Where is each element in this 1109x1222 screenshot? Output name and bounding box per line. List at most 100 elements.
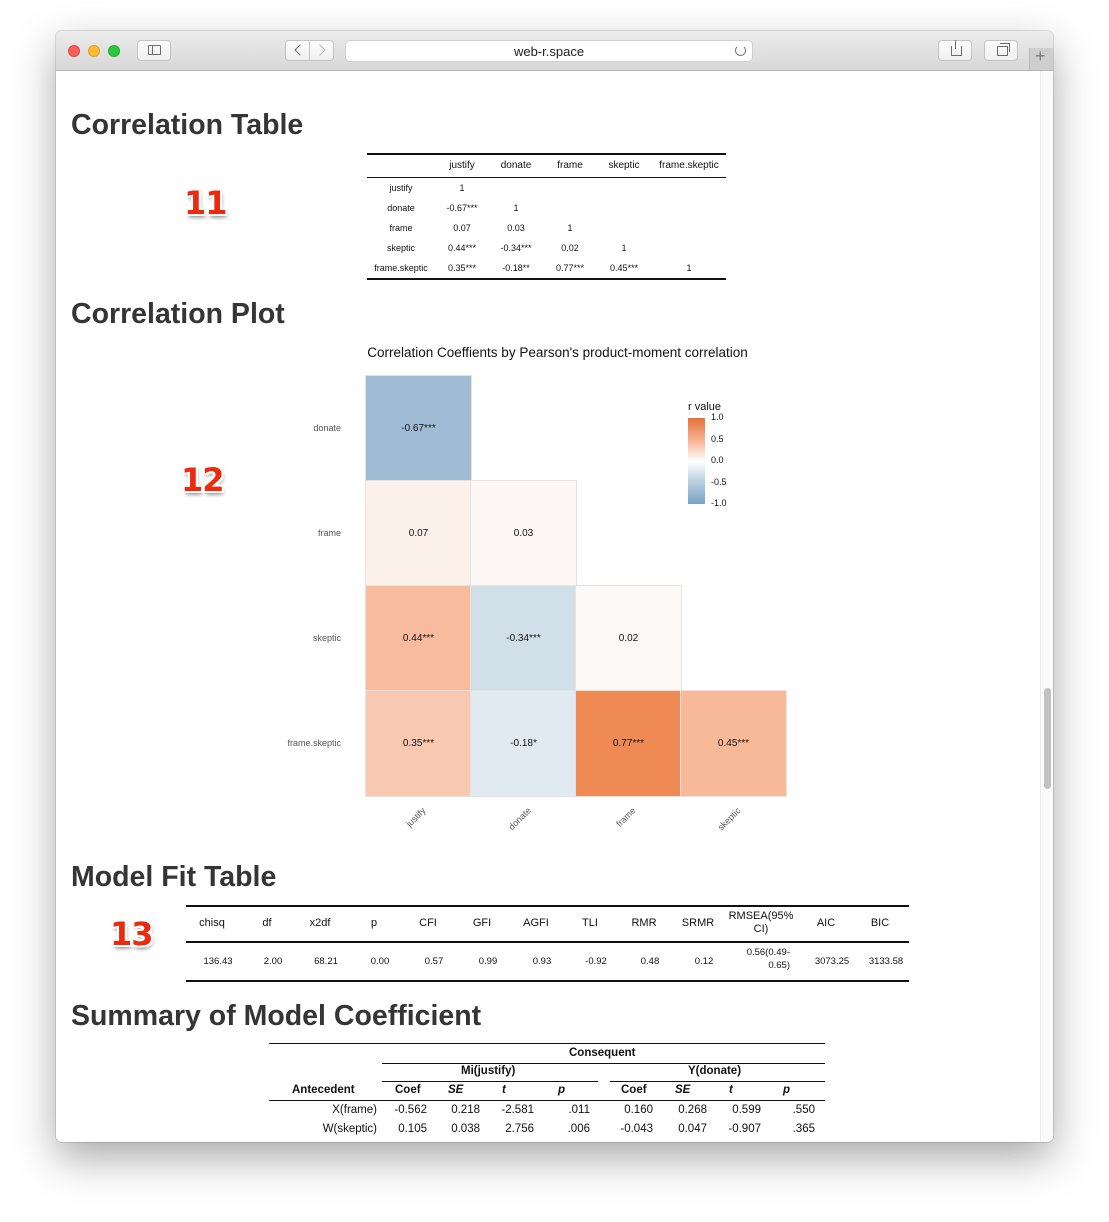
correlation-table: justify donate frame skeptic frame.skeptic ju… — [367, 153, 726, 280]
sidebar-toggle-button[interactable] — [137, 40, 171, 61]
summary-cell: 0.038 — [451, 1123, 480, 1135]
heatmap-cell: -0.18* — [470, 690, 577, 797]
correlation-table-header-cell: frame.skeptic — [659, 160, 719, 171]
correlation-table-cell: 0.35*** — [447, 263, 477, 273]
scrollbar-thumb[interactable] — [1044, 688, 1051, 789]
correlation-table-header-cell: justify — [449, 160, 475, 171]
address-bar[interactable]: web-r.space — [345, 40, 753, 62]
new-tab-button[interactable]: + — [1029, 46, 1053, 70]
correlation-table-row: frame 0.07 0.03 1 — [367, 218, 726, 238]
model-fit-header-cell: RMR — [631, 917, 657, 929]
summary-row-label: W(skeptic) — [322, 1123, 377, 1135]
heatmap-cell: 0.44*** — [365, 585, 472, 692]
model-fit-header-cell: SRMR — [681, 917, 715, 929]
group-header-y: Y(donate) — [688, 1065, 742, 1077]
model-fit-header-cell: x2df — [309, 917, 331, 929]
correlation-table-cell: frame — [389, 223, 413, 233]
correlation-table-header-cell: frame — [557, 160, 583, 171]
model-fit-cell: 0.48 — [640, 956, 660, 967]
summary-col-header: t — [502, 1084, 506, 1096]
model-fit-header-cell: RMSEA(95% CI) — [728, 910, 794, 935]
minimize-window-button[interactable] — [88, 45, 100, 57]
correlation-table-header-cell: skeptic — [608, 160, 640, 171]
show-tabs-button[interactable] — [984, 40, 1018, 61]
summary-col-header: SE — [675, 1084, 691, 1096]
vertical-scrollbar[interactable] — [1040, 71, 1053, 1142]
close-window-button[interactable] — [68, 45, 80, 57]
heatmap-cell: -0.34*** — [470, 585, 577, 692]
reload-icon[interactable] — [735, 45, 746, 56]
annotation-badge-11: 11 — [184, 184, 228, 222]
legend-title: r value — [688, 401, 722, 413]
summary-cell: .550 — [792, 1104, 815, 1116]
summary-cell: 0.599 — [732, 1104, 761, 1116]
correlation-table-header: justify donate frame skeptic frame.skeptic — [367, 155, 726, 178]
summary-cell: .006 — [567, 1123, 590, 1135]
model-fit-table: chisq df x2df p CFI GFI AGFI TLI RMR SRMR RMSEA(95… — [186, 905, 909, 982]
model-fit-cell: 136.43 — [203, 956, 233, 967]
coefficient-summary-table: Consequent Mi(justify) Y(donate) Antecedent… — [269, 1043, 825, 1135]
sidebar-icon — [148, 45, 161, 55]
plot-title: Correlation Coeffients by Pearson's prod… — [367, 345, 748, 360]
model-fit-header-cell: p — [370, 917, 378, 929]
summary-cell: 0.218 — [451, 1104, 480, 1116]
model-fit-header-cell: AIC — [816, 917, 836, 929]
summary-cell: .011 — [568, 1104, 590, 1116]
heatmap-cell: 0.02 — [575, 585, 682, 692]
correlation-table-cell: 0.44*** — [447, 243, 477, 253]
heatmap-cell: 0.07 — [365, 480, 472, 587]
correlation-table-cell: 1 — [567, 223, 573, 233]
summary-cell: 0.268 — [678, 1104, 707, 1116]
zoom-window-button[interactable] — [108, 45, 120, 57]
correlation-table-cell: -0.18** — [502, 263, 530, 273]
annotation-badge-13: 13 — [110, 915, 154, 953]
model-fit-header-cell: GFI — [472, 917, 492, 929]
browser-window: web-r.space + Correlation Table 11 justi… — [56, 31, 1053, 1142]
model-fit-header-cell: BIC — [870, 917, 890, 929]
model-fit-cell: 0.57 — [424, 956, 444, 967]
legend-tick-label: 0.5 — [711, 433, 724, 444]
model-fit-cell: 3073.25 — [814, 956, 850, 967]
back-button[interactable] — [285, 40, 310, 61]
url-text: web-r.space — [513, 44, 585, 59]
correlation-table-cell: donate — [387, 203, 415, 213]
section-title-correlation-table: Correlation Table — [71, 109, 304, 141]
summary-col-header: t — [729, 1084, 733, 1096]
section-title-model-fit: Model Fit Table — [71, 861, 277, 893]
correlation-table-header-cell: donate — [500, 160, 532, 171]
page-content: Correlation Table 11 justify donate frame s… — [56, 71, 1053, 1142]
correlation-table-row: donate -0.67*** 1 — [367, 198, 726, 218]
correlation-table-cell: -0.67*** — [446, 203, 478, 213]
chevron-left-icon — [294, 44, 306, 56]
legend-colorbar — [688, 418, 705, 504]
legend-tick-label: -1.0 — [711, 498, 727, 508]
summary-cell: -0.043 — [620, 1123, 653, 1135]
model-fit-cell: 68.21 — [314, 956, 338, 967]
correlation-table-cell: 1 — [621, 243, 627, 253]
correlation-table-row: frame.skeptic 0.35*** -0.18** 0.77*** 0.45**… — [367, 258, 726, 278]
chevron-right-icon — [314, 44, 326, 56]
summary-col-header: p — [558, 1084, 566, 1096]
heatmap-cell: 0.35*** — [365, 690, 472, 797]
correlation-table-cell: 1 — [513, 203, 519, 213]
section-title-summary: Summary of Model Coefficient — [71, 1000, 482, 1032]
model-fit-row: 136.43 2.00 68.21 0.00 0.57 0.99 0.93 -0.92 0.48… — [186, 943, 909, 980]
correlation-table-cell: 0.45*** — [609, 263, 639, 273]
legend-tick-label: -0.5 — [711, 476, 727, 487]
group-header-mi: Mi(justify) — [461, 1065, 516, 1077]
heatmap-cell: -0.67*** — [365, 375, 472, 482]
correlation-table-cell: -0.34*** — [500, 243, 532, 253]
correlation-table-cell: 0.03 — [507, 223, 525, 233]
group-rule-mi — [382, 1081, 598, 1082]
heatmap-cell: 0.03 — [470, 480, 577, 587]
annotation-badge-12: 12 — [181, 461, 225, 499]
share-icon — [951, 40, 962, 56]
heatmap-cell: 0.77*** — [575, 690, 682, 797]
summary-cell: 0.105 — [398, 1123, 427, 1135]
share-button[interactable] — [938, 40, 972, 61]
consequent-header: Consequent — [569, 1047, 636, 1059]
legend-tick-label: 1.0 — [711, 412, 724, 422]
summary-header-rule — [269, 1100, 825, 1101]
heatmap-x-label: frame — [614, 805, 639, 829]
forward-button[interactable] — [309, 40, 334, 61]
